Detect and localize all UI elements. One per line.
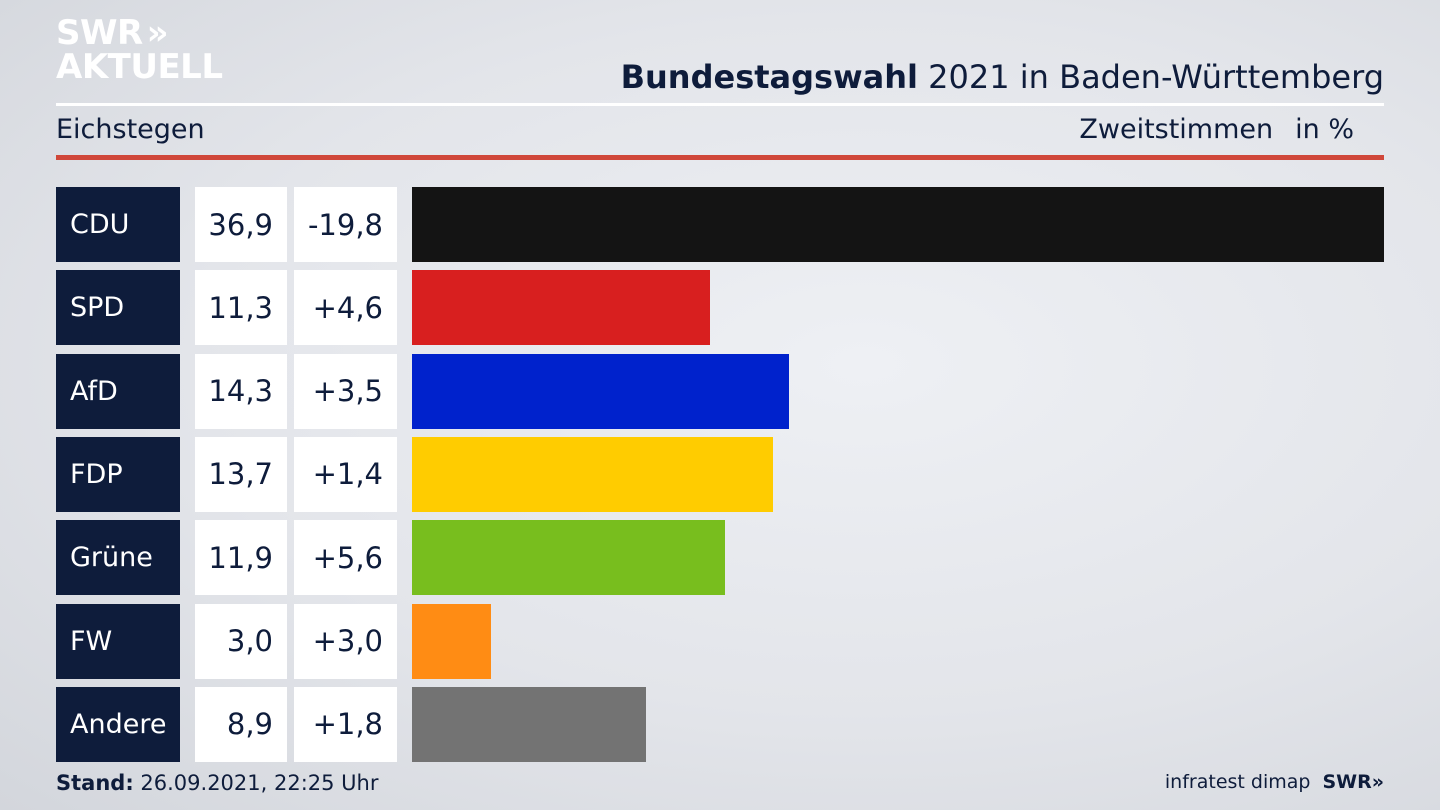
party-label: FW [56,603,180,679]
stand-label: Stand: [56,771,134,795]
vote-share-value: 8,9 [195,686,287,762]
party-label: Grüne [56,520,180,596]
change-value: +3,0 [294,603,397,679]
vote-share-bar [412,270,710,346]
vote-share-bar [412,353,789,429]
result-row: SPD 11,3 +4,6 [56,270,1384,346]
logo-aktuell-text: AKTUELL [56,47,223,87]
vote-share-bar [412,520,726,596]
result-row: CDU 36,9 -19,8 [56,187,1384,262]
metric-unit: in % [1295,114,1354,145]
vote-share-bar [412,686,647,762]
accent-divider [56,155,1384,160]
vote-share-value: 13,7 [195,436,287,512]
change-value: -19,8 [294,187,397,262]
vote-share-bar [412,603,492,679]
party-label: Andere [56,686,180,762]
vote-share-value: 11,3 [195,270,287,346]
vote-share-value: 3,0 [195,603,287,679]
party-label: FDP [56,436,180,512]
metric-name: Zweitstimmen [1079,114,1274,145]
metric-label: Zweitstimmen in % [1079,114,1354,145]
vote-share-bar [412,187,1384,262]
change-value: +4,6 [294,270,397,346]
result-row: FW 3,0 +3,0 [56,603,1384,679]
chart-title: Bundestagswahl 2021 in Baden-Württemberg [621,58,1384,96]
logo-swr-text: SWR [56,13,143,53]
result-row: FDP 13,7 +1,4 [56,436,1384,512]
party-label: CDU [56,187,180,262]
vote-share-value: 11,9 [195,520,287,596]
vote-share-value: 36,9 [195,187,287,262]
party-label: AfD [56,353,180,429]
party-label: SPD [56,270,180,346]
footer-swr-logo: SWR» [1322,771,1384,793]
change-value: +1,4 [294,436,397,512]
result-row: Grüne 11,9 +5,6 [56,520,1384,596]
timestamp: Stand: 26.09.2021, 22:25 Uhr [56,771,379,795]
logo-chevron-icon: » [146,13,169,53]
result-row: AfD 14,3 +3,5 [56,353,1384,429]
chart-title-bold: Bundestagswahl [620,58,918,96]
stand-value: 26.09.2021, 22:25 Uhr [133,771,379,795]
vote-share-value: 14,3 [195,353,287,429]
change-value: +3,5 [294,353,397,429]
chart-title-rest: 2021 in Baden-Württemberg [917,58,1384,96]
header-divider [56,103,1384,106]
vote-share-bar [412,436,773,512]
swr-aktuell-logo: SWR » AKTUELL [56,16,223,84]
source-credit: infratest dimap SWR» [1165,771,1384,793]
municipality-name: Eichstegen [56,114,205,145]
source-text: infratest dimap [1164,771,1311,793]
change-value: +5,6 [294,520,397,596]
change-value: +1,8 [294,686,397,762]
result-row: Andere 8,9 +1,8 [56,686,1384,762]
